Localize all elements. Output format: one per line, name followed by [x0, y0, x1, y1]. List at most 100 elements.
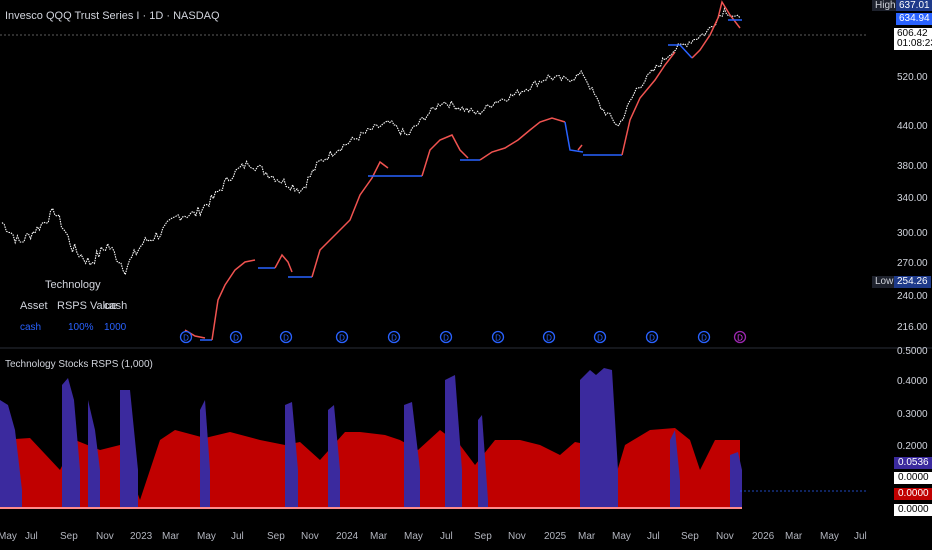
strategy-segment: [577, 144, 583, 151]
rsps-blue-area: [445, 375, 462, 508]
dividend-marker[interactable]: D: [697, 330, 711, 344]
dividend-marker[interactable]: D: [279, 330, 293, 344]
osc-tick: 0.3000: [897, 409, 928, 420]
time-axis-label: Nov: [716, 531, 734, 542]
current-price-badge: 634.94: [896, 13, 932, 25]
dividend-marker[interactable]: D: [491, 330, 505, 344]
table-cell-cash: 1000: [104, 322, 127, 333]
dividend-marker-label: D: [391, 334, 397, 343]
table-cell-rsps: 100%: [68, 322, 94, 333]
table-cell-asset: cash: [20, 322, 42, 333]
time-axis-label: Jul: [854, 531, 867, 542]
time-axis-label: May: [404, 531, 423, 542]
price-path: [1, 7, 741, 276]
price-line: [1, 7, 741, 276]
price-tick: 240.00: [897, 291, 928, 302]
price-tick: 270.00: [897, 258, 928, 269]
time-axis-label: May: [612, 531, 631, 542]
time-axis-label: Jul: [647, 531, 660, 542]
low-value: 254.26: [894, 276, 931, 288]
dividend-marker[interactable]: D: [229, 330, 243, 344]
strategy-cash-segment: [668, 44, 693, 59]
dividend-marker[interactable]: D: [439, 330, 453, 344]
bar-countdown: 01:08:23: [897, 38, 932, 49]
dividend-marker-label: D: [546, 334, 552, 343]
time-axis-label: Jul: [231, 531, 244, 542]
table-title: Technology: [45, 279, 101, 291]
time-axis-label: Mar: [578, 531, 596, 542]
strategy-segment: [211, 259, 256, 341]
rsps-blue-area: [285, 402, 298, 508]
dividend-marker-label: D: [495, 334, 501, 343]
price-tick: 520.00: [897, 72, 928, 83]
rsps-blue-area: [670, 430, 680, 508]
split-marker[interactable]: D: [733, 330, 747, 344]
last-price: 606.42: [897, 28, 928, 39]
time-axis-label: Mar: [162, 531, 180, 542]
dividend-marker[interactable]: D: [387, 330, 401, 344]
rsps-blue-area: [200, 400, 210, 508]
table-header-cash: cash: [104, 300, 128, 312]
time-axis-label: Mar: [785, 531, 803, 542]
time-axis-label: Sep: [60, 531, 78, 542]
time-axis-label: Nov: [96, 531, 114, 542]
time-axis-label: Sep: [474, 531, 492, 542]
strategy-segment: [311, 160, 389, 278]
dividend-marker[interactable]: D: [335, 330, 349, 344]
high-label: High: [872, 0, 899, 11]
time-axis-label: 2023: [130, 531, 153, 542]
strategy-segment: [479, 117, 566, 161]
price-tick: 380.00: [897, 161, 928, 172]
strategy-cash-segment: [564, 121, 584, 153]
time-axis-label: May: [820, 531, 839, 542]
dividend-marker-label: D: [597, 334, 603, 343]
strategy-segment: [621, 51, 676, 156]
time-axis-label: 2025: [544, 531, 567, 542]
table-header-asset: Asset: [20, 300, 48, 312]
indicator-title[interactable]: Technology Stocks RSPS (1,000): [5, 359, 153, 370]
rsps-blue-area: [730, 452, 742, 508]
symbol-title[interactable]: Invesco QQQ Trust Series I · 1D · NASDAQ: [5, 10, 220, 22]
dividend-marker[interactable]: D: [179, 330, 193, 344]
price-tick: 440.00: [897, 121, 928, 132]
osc-tick: 0.2000: [897, 441, 928, 452]
rsps-blue-area: [580, 368, 618, 508]
dividend-marker[interactable]: D: [593, 330, 607, 344]
time-axis-label: Mar: [370, 531, 388, 542]
rsps-blue-area: [120, 390, 138, 508]
rsps-red-area: [0, 428, 740, 508]
rsps-blue-area: [62, 378, 80, 508]
time-axis-label: Nov: [301, 531, 319, 542]
time-axis-label: 2024: [336, 531, 359, 542]
dividend-marker[interactable]: D: [542, 330, 556, 344]
rsps-blue-area: [88, 400, 100, 508]
dividend-marker-label: D: [183, 334, 189, 343]
last-price-badge: 606.42 01:08:23: [894, 28, 932, 50]
dividend-marker-label: D: [649, 334, 655, 343]
price-tick: 340.00: [897, 193, 928, 204]
osc-tick: 0.5000: [897, 346, 928, 357]
osc-value-blue: 0.0536: [894, 457, 932, 469]
dividend-marker[interactable]: D: [645, 330, 659, 344]
table-header-rsps: RSPS Value: [57, 300, 118, 312]
rsps-blue-area: [404, 402, 420, 508]
rsps-blue-area: [328, 405, 340, 508]
dividend-marker-label: D: [283, 334, 289, 343]
time-axis-label: Nov: [508, 531, 526, 542]
low-label: Low: [872, 276, 897, 288]
osc-value-white: 0.0000: [894, 472, 932, 484]
osc-tick: 0.4000: [897, 376, 928, 387]
price-tick: 300.00: [897, 228, 928, 239]
dividend-marker-label: D: [233, 334, 239, 343]
strategy-equity-line: [184, 0, 742, 341]
osc-value-zero: 0.0000: [894, 504, 932, 516]
strategy-segment: [421, 134, 469, 177]
osc-value-red: 0.0000: [894, 488, 932, 500]
rsps-blue-area: [0, 400, 22, 508]
time-axis-label: Sep: [681, 531, 699, 542]
time-axis-label: Sep: [267, 531, 285, 542]
time-axis-label: Jul: [440, 531, 453, 542]
rsps-blue-area: [478, 415, 488, 508]
